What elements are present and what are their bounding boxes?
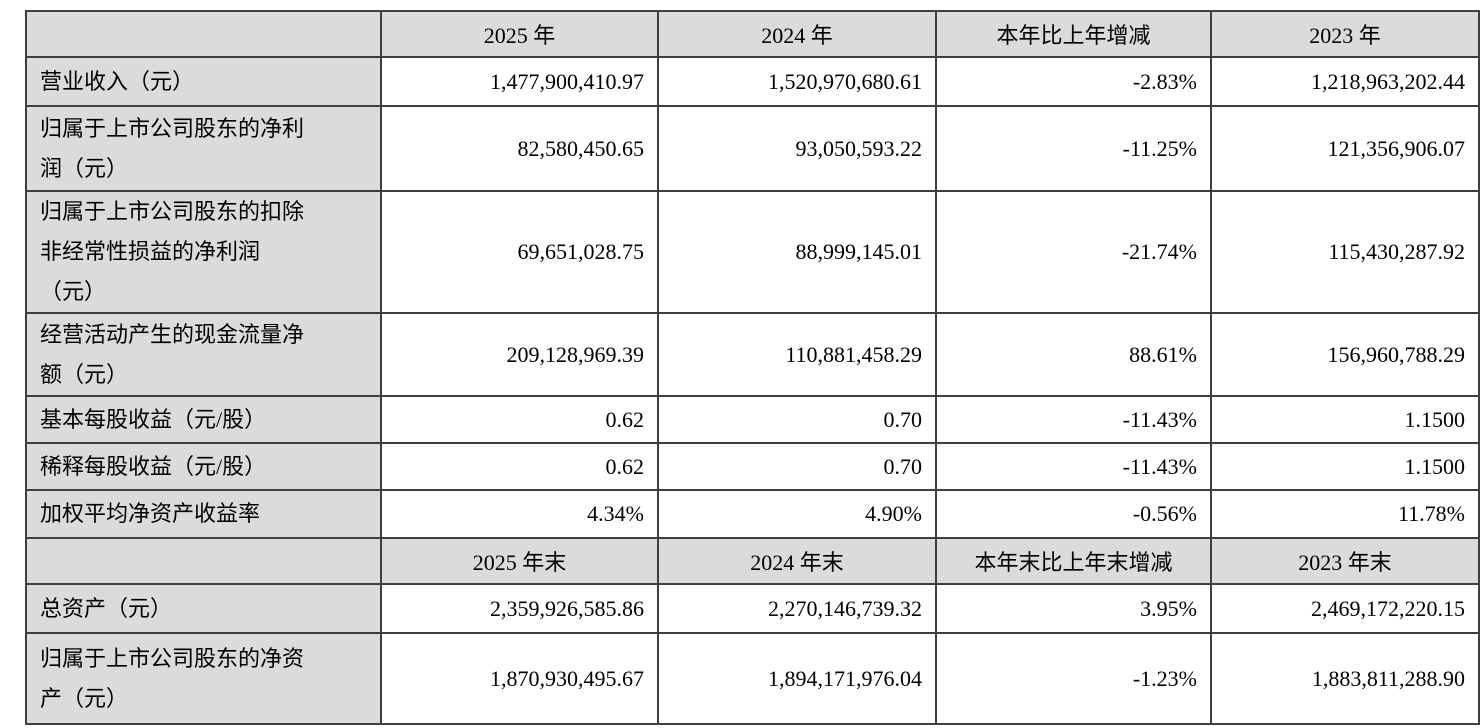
cell-value: -21.74% <box>935 190 1212 314</box>
cell-value: 0.70 <box>657 395 937 444</box>
cell-value: 88,999,145.01 <box>657 190 937 314</box>
cell-value: 69,651,028.75 <box>380 190 659 314</box>
cell-value: 2,469,172,220.15 <box>1210 583 1480 634</box>
col-header-2023: 2023 年 <box>1210 10 1480 58</box>
cell-value: 11.78% <box>1210 489 1480 539</box>
cell-value: 0.62 <box>380 395 659 444</box>
cell-value: 2,359,926,585.86 <box>380 583 659 634</box>
cell-value: 1,883,811,288.90 <box>1210 632 1480 725</box>
cell-value: 209,128,969.39 <box>380 312 659 397</box>
cell-value: 3.95% <box>935 583 1212 634</box>
cell-value: 1,477,900,410.97 <box>380 56 659 107</box>
cell-value: 156,960,788.29 <box>1210 312 1480 397</box>
col-header-2024: 2024 年 <box>657 10 937 58</box>
cell-value: 1,894,171,976.04 <box>657 632 937 725</box>
cell-value: 4.90% <box>657 489 937 539</box>
cell-value: 1,870,930,495.67 <box>380 632 659 725</box>
row-label: 归属于上市公司股东的扣除 非经常性损益的净利润 （元） <box>25 190 382 314</box>
col-header-2024-end: 2024 年末 <box>657 537 937 585</box>
cell-value: 110,881,458.29 <box>657 312 937 397</box>
cell-value: 1,520,970,680.61 <box>657 56 937 107</box>
cell-value: 115,430,287.92 <box>1210 190 1480 314</box>
cell-value: 4.34% <box>380 489 659 539</box>
cell-value: 93,050,593.22 <box>657 105 937 192</box>
row-label: 归属于上市公司股东的净资 产（元） <box>25 632 382 725</box>
financial-summary: 2025 年 2024 年 本年比上年增减 2023 年 营业收入（元） 1,4… <box>25 10 1480 725</box>
table-row-revenue: 营业收入（元） 1,477,900,410.97 1,520,970,680.6… <box>25 56 1480 107</box>
cell-value: 1.1500 <box>1210 395 1480 444</box>
col-header-2023-end: 2023 年末 <box>1210 537 1480 585</box>
row-label: 营业收入（元） <box>25 56 382 107</box>
cell-value: -11.25% <box>935 105 1212 192</box>
header-row-annual: 2025 年 2024 年 本年比上年增减 2023 年 <box>25 10 1480 58</box>
cell-value: 0.70 <box>657 442 937 491</box>
table-row-diluted-eps: 稀释每股收益（元/股） 0.62 0.70 -11.43% 1.1500 <box>25 442 1480 491</box>
cell-value: -0.56% <box>935 489 1212 539</box>
row-label: 总资产（元） <box>25 583 382 634</box>
cell-value: -2.83% <box>935 56 1212 107</box>
cell-value: 88.61% <box>935 312 1212 397</box>
cell-value: 0.62 <box>380 442 659 491</box>
cell-value: 2,270,146,739.32 <box>657 583 937 634</box>
cell-value: -11.43% <box>935 442 1212 491</box>
corner-cell <box>25 10 382 58</box>
row-label: 归属于上市公司股东的净利 润（元） <box>25 105 382 192</box>
col-header-yoy-change: 本年比上年增减 <box>935 10 1212 58</box>
table-row-net-assets: 归属于上市公司股东的净资 产（元） 1,870,930,495.67 1,894… <box>25 632 1480 725</box>
cell-value: -1.23% <box>935 632 1212 725</box>
table-row-basic-eps: 基本每股收益（元/股） 0.62 0.70 -11.43% 1.1500 <box>25 395 1480 444</box>
row-label: 稀释每股收益（元/股） <box>25 442 382 491</box>
cell-value: -11.43% <box>935 395 1212 444</box>
cell-value: 121,356,906.07 <box>1210 105 1480 192</box>
table-row-net-profit: 归属于上市公司股东的净利 润（元） 82,580,450.65 93,050,5… <box>25 105 1480 192</box>
cell-value: 82,580,450.65 <box>380 105 659 192</box>
header-row-period-end: 2025 年末 2024 年末 本年末比上年末增减 2023 年末 <box>25 537 1480 585</box>
corner-cell <box>25 537 382 585</box>
cell-value: 1,218,963,202.44 <box>1210 56 1480 107</box>
col-header-2025-end: 2025 年末 <box>380 537 659 585</box>
table-row-weighted-avg-roe: 加权平均净资产收益率 4.34% 4.90% -0.56% 11.78% <box>25 489 1480 539</box>
row-label: 经营活动产生的现金流量净 额（元） <box>25 312 382 397</box>
row-label: 加权平均净资产收益率 <box>25 489 382 539</box>
col-header-2025: 2025 年 <box>380 10 659 58</box>
table-row-total-assets: 总资产（元） 2,359,926,585.86 2,270,146,739.32… <box>25 583 1480 634</box>
row-label: 基本每股收益（元/股） <box>25 395 382 444</box>
col-header-end-yoy-change: 本年末比上年末增减 <box>935 537 1212 585</box>
financial-summary-table: 2025 年 2024 年 本年比上年增减 2023 年 营业收入（元） 1,4… <box>25 10 1480 725</box>
table-row-net-profit-excl-nonrecurring: 归属于上市公司股东的扣除 非经常性损益的净利润 （元） 69,651,028.7… <box>25 190 1480 314</box>
cell-value: 1.1500 <box>1210 442 1480 491</box>
table-row-operating-cash-flow: 经营活动产生的现金流量净 额（元） 209,128,969.39 110,881… <box>25 312 1480 397</box>
